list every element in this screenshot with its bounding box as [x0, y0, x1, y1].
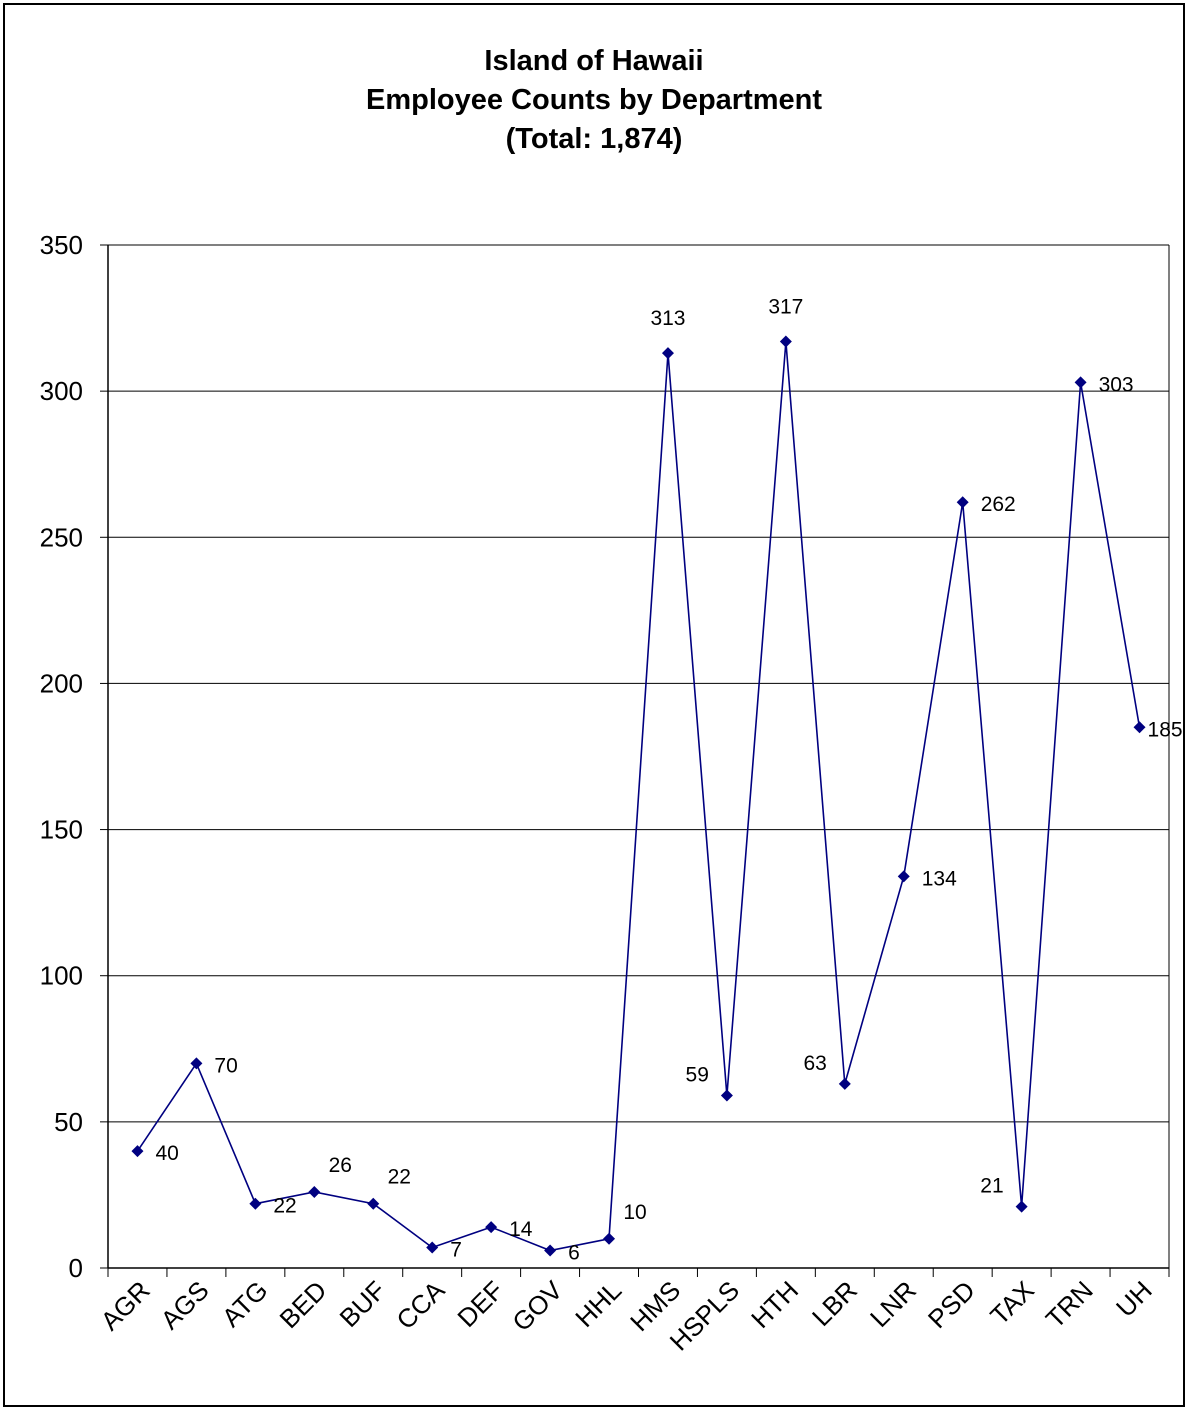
x-tick-label: LNR [864, 1275, 922, 1333]
data-label: 22 [388, 1166, 411, 1189]
x-tick-label: AGR [95, 1275, 156, 1336]
data-label: 70 [214, 1054, 237, 1077]
data-label: 313 [650, 307, 685, 330]
data-label: 303 [1099, 373, 1134, 396]
data-point-marker [485, 1221, 498, 1234]
data-point-marker [897, 870, 910, 883]
data-label: 63 [803, 1052, 826, 1075]
data-label: 59 [686, 1064, 709, 1087]
data-point-marker [779, 335, 792, 348]
data-point-marker [426, 1241, 439, 1254]
x-tick-label: HHL [569, 1275, 627, 1333]
x-tick-label: AGS [155, 1275, 215, 1335]
chart-frame [3, 3, 1185, 1407]
data-point-marker [720, 1089, 733, 1102]
y-tick-label: 50 [54, 1107, 83, 1137]
chart-title-line-2: Employee Counts by Department [365, 84, 823, 116]
x-tick-label: BUF [334, 1275, 392, 1333]
data-point-marker [308, 1186, 321, 1199]
x-tick-label: TRN [1040, 1275, 1099, 1334]
y-tick-label: 300 [40, 376, 83, 406]
data-point-marker [1133, 721, 1146, 734]
data-label: 22 [273, 1195, 296, 1218]
data-point-marker [838, 1077, 851, 1090]
x-tick-label: UH [1110, 1275, 1158, 1323]
x-tick-label: TAX [984, 1275, 1040, 1331]
x-tick-label: PSD [922, 1275, 981, 1334]
y-tick-label: 150 [40, 815, 83, 845]
data-label: 40 [155, 1142, 178, 1165]
x-tick-label: CCA [390, 1275, 450, 1335]
data-label: 10 [623, 1201, 646, 1224]
data-label: 21 [980, 1175, 1003, 1198]
x-tick-label: LBR [806, 1275, 863, 1332]
data-point-marker [956, 496, 969, 509]
data-label: 134 [922, 867, 957, 890]
data-point-marker [249, 1197, 262, 1210]
data-label: 185 [1148, 718, 1183, 741]
y-tick-label: 100 [40, 961, 83, 991]
data-point-marker [131, 1145, 144, 1158]
y-tick-label: 250 [40, 522, 83, 552]
data-label: 7 [450, 1239, 462, 1262]
data-point-marker [367, 1197, 380, 1210]
chart-title: Island of Hawaii Employee Counts by Depa… [0, 42, 1188, 159]
chart-title-line-3: (Total: 1,874) [505, 123, 683, 155]
data-point-marker [544, 1244, 557, 1257]
y-tick-label: 200 [40, 668, 83, 698]
data-point-marker [603, 1232, 616, 1245]
x-tick-label: BED [274, 1275, 333, 1334]
data-label: 6 [568, 1241, 580, 1264]
series-line [136, 341, 1141, 1252]
data-label: 14 [509, 1218, 533, 1241]
data-label: 262 [981, 493, 1016, 516]
x-tick-label: HTH [745, 1275, 804, 1334]
x-tick-label: GOV [506, 1275, 569, 1338]
data-point-marker [1074, 376, 1087, 389]
data-label: 26 [329, 1154, 352, 1177]
data-label: 317 [768, 295, 803, 318]
chart-title-line-1: Island of Hawaii [484, 45, 704, 77]
data-point-marker [190, 1057, 203, 1070]
y-tick-label: 350 [40, 230, 83, 260]
y-tick-label: 0 [69, 1253, 83, 1283]
x-tick-label: DEF [451, 1275, 509, 1333]
data-point-marker [1015, 1200, 1028, 1213]
x-tick-label: ATG [216, 1275, 274, 1333]
data-point-marker [661, 347, 674, 360]
